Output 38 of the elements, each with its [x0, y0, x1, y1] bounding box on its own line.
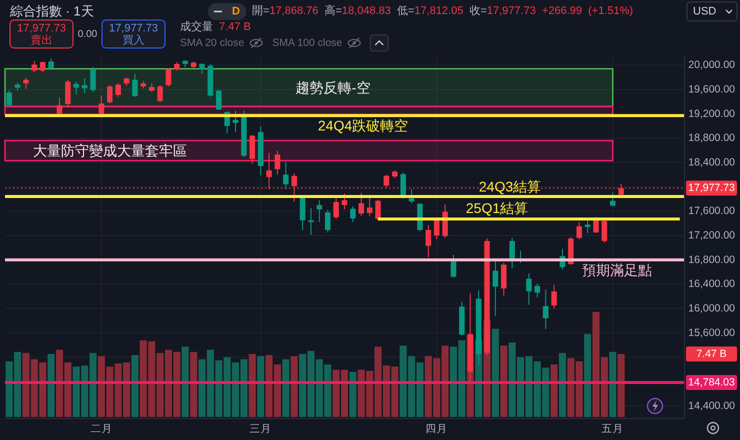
y-tick-label: 19,600.00 — [688, 83, 735, 96]
x-tick-label: 三月 — [250, 423, 272, 435]
y-tick-label: 16,400.00 — [688, 278, 735, 290]
annotation: 0.00 — [78, 29, 98, 40]
y-tick-label: 17,200.00 — [688, 229, 735, 242]
annotation: 7.47 B — [219, 21, 251, 33]
y-tick-label: 15,600.00 — [688, 326, 735, 339]
y-tick-label: 20,000.00 — [688, 59, 735, 72]
y-tick-label: 17,600.00 — [688, 205, 735, 218]
ref-label: 24Q3結算 — [478, 178, 542, 195]
x-tick-label: 二月 — [90, 423, 112, 435]
y-tick-label: 14,400.00 — [688, 400, 735, 412]
band-label: 趨勢反轉-空 — [296, 80, 370, 96]
ref-label: 24Q4跌破轉空 — [318, 118, 408, 134]
annotation: D — [232, 6, 240, 18]
ohlc-header: 開=17,868.76 高=18,048.83 低=17,812.05 收=17,977.73 +266.99 (+1.51%) — [252, 5, 634, 17]
annotation: 買入 — [122, 34, 144, 46]
title: 綜合指數 · 1天 — [10, 4, 94, 18]
series-label: 25Q1結算 — [466, 200, 528, 216]
x-tick-label: 四月 — [426, 423, 448, 435]
annotation: USD — [693, 6, 716, 18]
ref-label: 預期滿足點 — [582, 262, 652, 278]
axis-tag-label: 14,784.03 — [688, 376, 735, 388]
annotation: SMA 100 close — [272, 37, 342, 49]
axis-tag-label: 7.47 B — [696, 348, 727, 360]
y-tick-label: 16,800.00 — [688, 254, 735, 266]
y-tick-label: 16,000.00 — [688, 302, 735, 314]
x-tick-label: 五月 — [602, 423, 624, 435]
axis-tag-label: 17,977.73 — [688, 182, 735, 194]
y-tick-label: 18,400.00 — [688, 156, 735, 168]
annotation: 17,977.73 — [109, 22, 158, 34]
title: 成交量 — [180, 21, 213, 33]
annotation: 賣出 — [30, 34, 52, 46]
y-tick-label: 18,800.00 — [688, 132, 735, 144]
y-tick-label: 19,200.00 — [688, 108, 735, 120]
annotation: SMA 20 close — [180, 37, 244, 49]
annotation: 17,977.73 — [17, 22, 66, 34]
band-label: 大量防守變成大量套牢區 — [33, 142, 187, 159]
